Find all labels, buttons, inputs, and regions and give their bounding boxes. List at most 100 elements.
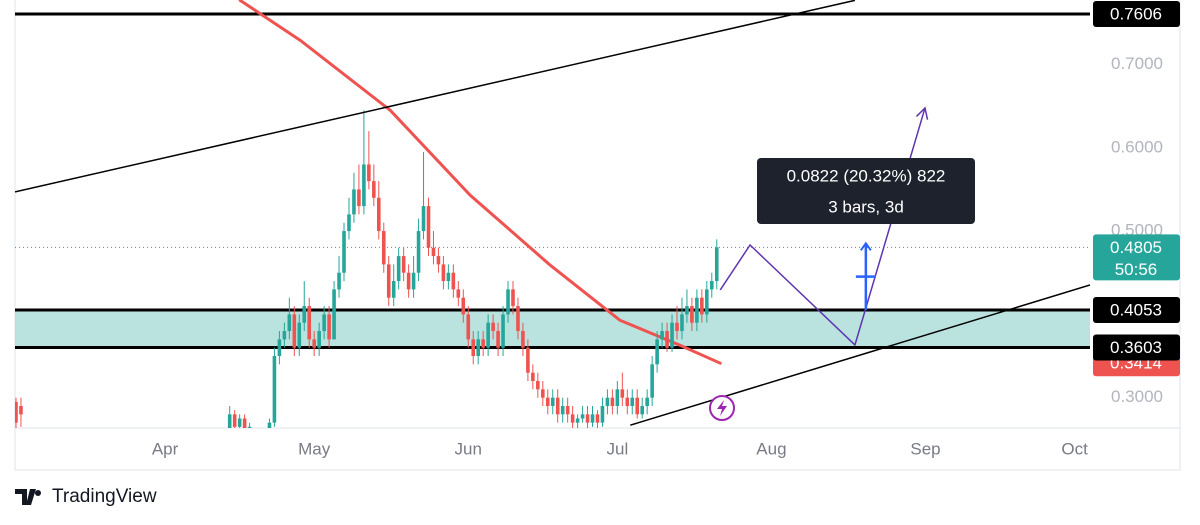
measure-tooltip: 0.0822 (20.32%) 822 3 bars, 3d xyxy=(757,158,975,224)
x-tick-label: Apr xyxy=(152,439,179,458)
candle-body xyxy=(491,322,495,332)
candle-body xyxy=(471,339,476,357)
price-tag xyxy=(1093,0,1180,27)
candle-body xyxy=(655,339,659,365)
candle-body xyxy=(650,364,654,398)
candle-body xyxy=(401,256,406,273)
candle-body xyxy=(381,231,386,265)
candle-body xyxy=(531,372,535,382)
candle-body xyxy=(367,164,371,182)
candle-body xyxy=(391,281,396,298)
candle-body xyxy=(660,331,664,340)
candle-body xyxy=(585,414,590,423)
candle-body xyxy=(396,256,401,282)
candle-body xyxy=(19,406,23,415)
candle-body xyxy=(277,339,282,357)
trend-line xyxy=(630,284,1090,426)
candle-body xyxy=(501,314,505,348)
candle-body xyxy=(580,414,585,419)
candle-body xyxy=(267,422,272,428)
candle-body xyxy=(377,197,381,232)
x-tick-label: Aug xyxy=(756,439,786,458)
zone xyxy=(15,309,1090,348)
candle-body xyxy=(312,339,316,348)
candle-body xyxy=(526,347,530,373)
candle-body xyxy=(461,297,466,315)
price-tag xyxy=(1093,334,1180,361)
candle-body xyxy=(242,418,247,428)
candle-body xyxy=(516,306,520,332)
candle-body xyxy=(541,389,545,398)
trend-line xyxy=(15,0,856,193)
logo: TradingView xyxy=(15,486,157,507)
x-tick-label: Sep xyxy=(910,439,940,458)
candle-body xyxy=(555,397,560,415)
price-tag-label: 0.7606 xyxy=(1110,4,1162,23)
candle-body xyxy=(287,314,292,332)
x-tick-label: Jun xyxy=(455,439,482,458)
measure-arrow xyxy=(860,241,872,251)
candle-body xyxy=(511,289,515,307)
candle-body xyxy=(610,397,615,407)
candle-body xyxy=(282,331,287,340)
candle-body xyxy=(600,406,605,423)
candle-body xyxy=(630,397,635,407)
candle-body xyxy=(327,314,331,340)
candle-body xyxy=(476,339,480,357)
tooltip-box xyxy=(757,158,975,224)
candle-body xyxy=(317,331,321,348)
price-tag-label: 0.3603 xyxy=(1110,338,1162,357)
candle-body xyxy=(680,314,684,332)
candle-body xyxy=(714,247,719,282)
candle-body xyxy=(709,281,714,290)
candle-body xyxy=(466,314,471,340)
candle-body xyxy=(426,206,431,248)
candle-body xyxy=(406,272,411,290)
projection-path xyxy=(719,107,926,347)
candle-body xyxy=(486,322,490,348)
x-tick-label: May xyxy=(298,439,331,458)
projection-arrow xyxy=(915,106,929,120)
candle-body xyxy=(675,322,679,332)
candle-body xyxy=(357,189,361,207)
price-tag xyxy=(1093,234,1180,281)
countdown: 50:56 xyxy=(1115,260,1158,279)
logo-dot xyxy=(35,490,41,496)
overlay: Apr May Jun Jul Aug Sep Oct0.30000.50000.60000… xyxy=(152,0,1180,458)
candle-body xyxy=(595,414,600,423)
signal-icon xyxy=(709,395,735,421)
candle-body xyxy=(272,356,277,423)
candle-body xyxy=(620,389,625,398)
candle-body xyxy=(690,306,694,323)
candle-body xyxy=(247,426,252,428)
price-tag-label: 0.4053 xyxy=(1110,300,1162,319)
candle-body xyxy=(570,414,575,423)
candle-body xyxy=(441,264,446,282)
candle-body xyxy=(297,322,302,348)
tooltip-bars: 3 bars, 3d xyxy=(828,197,904,216)
candle-body xyxy=(386,264,391,298)
price-tag-label: 0.4805 xyxy=(1110,238,1162,257)
candle-body xyxy=(635,397,640,415)
candle-body xyxy=(665,331,669,348)
plot xyxy=(15,0,1090,428)
candle-body xyxy=(645,397,649,407)
candle-body xyxy=(232,414,237,427)
logo-mark xyxy=(15,489,36,505)
candle-body xyxy=(421,206,426,232)
y-tick-label: 0.6000 xyxy=(1111,137,1163,156)
candle-body xyxy=(695,297,699,323)
candle-body xyxy=(615,389,620,407)
candle-body xyxy=(545,397,550,407)
x-tick-label: Oct xyxy=(1061,439,1088,458)
frame xyxy=(14,0,1181,471)
candle-body xyxy=(307,306,312,340)
candle-body xyxy=(700,297,704,315)
candle-body xyxy=(342,231,346,273)
candle-body xyxy=(411,272,416,290)
candle-body xyxy=(362,164,366,207)
candle-body xyxy=(481,339,485,348)
tooltip-text: 0.0822 (20.32%) 822 xyxy=(787,166,946,185)
